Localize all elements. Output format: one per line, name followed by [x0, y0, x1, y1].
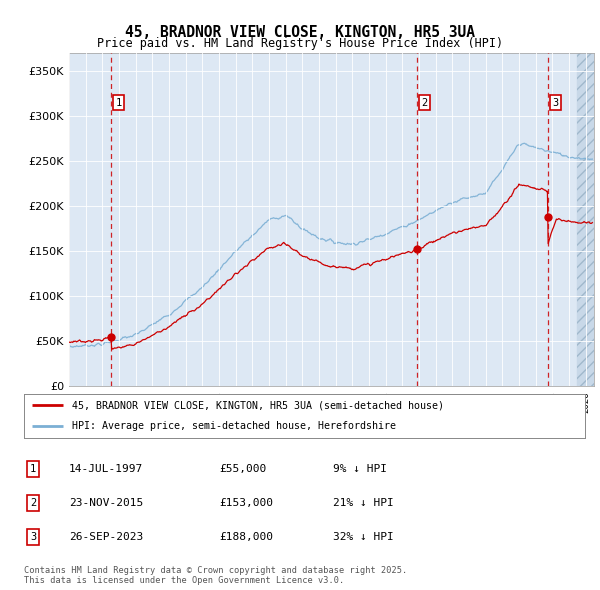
- Text: HPI: Average price, semi-detached house, Herefordshire: HPI: Average price, semi-detached house,…: [71, 421, 395, 431]
- Text: 23-NOV-2015: 23-NOV-2015: [69, 498, 143, 507]
- Text: 26-SEP-2023: 26-SEP-2023: [69, 532, 143, 542]
- Text: 32% ↓ HPI: 32% ↓ HPI: [333, 532, 394, 542]
- Bar: [577, 53, 600, 386]
- Text: 21% ↓ HPI: 21% ↓ HPI: [333, 498, 394, 507]
- Text: 14-JUL-1997: 14-JUL-1997: [69, 464, 143, 474]
- Text: 2: 2: [30, 498, 36, 507]
- Text: 3: 3: [552, 98, 559, 107]
- Text: Contains HM Land Registry data © Crown copyright and database right 2025.
This d: Contains HM Land Registry data © Crown c…: [24, 566, 407, 585]
- Text: 45, BRADNOR VIEW CLOSE, KINGTON, HR5 3UA (semi-detached house): 45, BRADNOR VIEW CLOSE, KINGTON, HR5 3UA…: [71, 401, 443, 411]
- Bar: [577, 53, 600, 386]
- Text: Price paid vs. HM Land Registry's House Price Index (HPI): Price paid vs. HM Land Registry's House …: [97, 37, 503, 50]
- Text: 2: 2: [421, 98, 428, 107]
- Text: £188,000: £188,000: [219, 532, 273, 542]
- Text: 45, BRADNOR VIEW CLOSE, KINGTON, HR5 3UA: 45, BRADNOR VIEW CLOSE, KINGTON, HR5 3UA: [125, 25, 475, 40]
- Text: 3: 3: [30, 532, 36, 542]
- Text: 1: 1: [30, 464, 36, 474]
- Text: 9% ↓ HPI: 9% ↓ HPI: [333, 464, 387, 474]
- Text: £153,000: £153,000: [219, 498, 273, 507]
- Text: 1: 1: [115, 98, 122, 107]
- Text: £55,000: £55,000: [219, 464, 266, 474]
